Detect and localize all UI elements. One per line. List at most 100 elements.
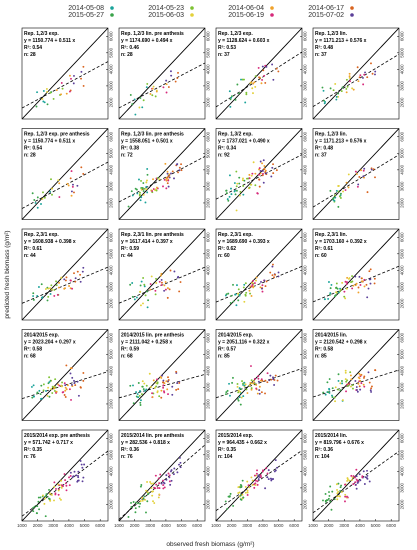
data-point — [348, 382, 351, 385]
data-point — [344, 500, 346, 503]
data-point — [345, 181, 348, 184]
data-point — [83, 463, 86, 466]
x-tick-label: 5000 — [177, 523, 187, 528]
legend-label: 2014-06-04 — [228, 5, 264, 12]
data-point — [160, 389, 163, 392]
regression-line — [22, 61, 108, 109]
data-point — [141, 187, 144, 189]
data-point — [260, 280, 262, 283]
panel-r2: R²: 0.61 — [24, 246, 42, 252]
data-point — [35, 105, 38, 108]
data-point — [230, 193, 233, 196]
data-point — [344, 280, 347, 283]
data-point — [177, 388, 180, 391]
data-point — [69, 372, 72, 375]
data-point — [49, 91, 52, 94]
data-point — [61, 391, 64, 394]
data-point — [167, 175, 170, 178]
data-point — [238, 294, 241, 297]
data-point — [64, 279, 67, 282]
data-point — [226, 389, 229, 392]
data-point — [64, 395, 67, 398]
data-point — [260, 82, 263, 85]
data-point — [70, 170, 73, 173]
data-point — [158, 280, 161, 283]
data-point — [370, 390, 373, 393]
data-point — [152, 482, 155, 485]
data-point — [160, 278, 163, 281]
data-point — [352, 88, 355, 91]
data-point — [334, 386, 337, 389]
data-point — [53, 294, 56, 297]
panel-grid: Rep. 1,2/3 exp.y = 1150.774 + 0.511 xR²:… — [17, 27, 405, 528]
data-point — [344, 369, 347, 372]
data-point — [225, 391, 228, 394]
data-point — [355, 468, 358, 471]
y-tick-label: 2000 — [109, 298, 114, 308]
legend-marker — [350, 6, 354, 10]
y-tick-label: 5000 — [206, 449, 211, 459]
data-point — [246, 480, 249, 483]
data-point — [176, 471, 179, 474]
data-point — [47, 287, 50, 290]
data-point — [167, 185, 170, 188]
y-tick-label: 2000 — [109, 499, 114, 509]
panel-n: n: 76 — [121, 454, 133, 460]
data-point — [244, 101, 247, 104]
data-point — [269, 477, 272, 480]
data-point — [146, 173, 149, 176]
data-point — [250, 379, 253, 382]
panel-r2: R²: 0.61 — [315, 246, 333, 252]
data-point — [365, 283, 368, 286]
data-point — [274, 273, 276, 276]
data-point — [258, 76, 261, 79]
regression-line — [119, 62, 205, 109]
data-point — [252, 285, 255, 288]
y-tick-label: 5000 — [109, 349, 114, 359]
data-point — [139, 404, 142, 406]
y-tick-label: 4000 — [206, 265, 211, 275]
data-point — [80, 77, 82, 80]
data-point — [60, 276, 63, 279]
data-point — [164, 288, 167, 291]
data-point — [66, 384, 69, 387]
data-point — [61, 381, 64, 384]
data-point — [237, 492, 240, 494]
data-point — [367, 371, 370, 374]
y-tick-label: 3000 — [206, 382, 211, 392]
data-point — [346, 495, 348, 498]
data-point — [82, 172, 85, 175]
data-point — [266, 372, 269, 375]
data-point — [363, 285, 366, 288]
panel-n: n: 37 — [218, 52, 230, 58]
data-point — [156, 186, 158, 189]
data-point — [250, 174, 253, 177]
data-point — [139, 401, 142, 404]
data-point — [154, 293, 157, 296]
data-point — [51, 193, 53, 196]
panel-n: n: 76 — [24, 454, 36, 460]
data-point — [271, 265, 274, 268]
data-point — [327, 497, 330, 500]
data-point — [269, 271, 272, 274]
data-point — [146, 191, 149, 194]
data-point — [336, 498, 339, 501]
data-point — [133, 98, 136, 101]
data-point — [255, 383, 258, 386]
y-tick-label: 2000 — [109, 97, 114, 107]
data-point — [129, 283, 132, 286]
data-point — [230, 187, 232, 190]
y-tick-label: 3000 — [109, 482, 114, 492]
data-point — [352, 475, 355, 477]
data-point — [36, 91, 39, 94]
data-point — [131, 194, 134, 197]
data-point — [237, 397, 239, 400]
data-point — [344, 495, 347, 498]
panel-title: Rep. 2,3/1 lin. pre anthesis — [121, 232, 184, 238]
data-point — [55, 487, 57, 490]
panel-equation: y = 1703.160 + 0.392 x — [315, 239, 367, 245]
data-point — [135, 391, 138, 394]
data-point — [226, 198, 229, 201]
y-tick-label: 6000 — [400, 232, 405, 242]
data-point — [64, 384, 67, 387]
